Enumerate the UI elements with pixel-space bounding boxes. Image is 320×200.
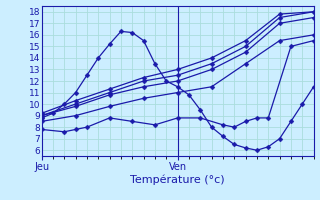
X-axis label: Température (°c): Température (°c) (130, 174, 225, 185)
